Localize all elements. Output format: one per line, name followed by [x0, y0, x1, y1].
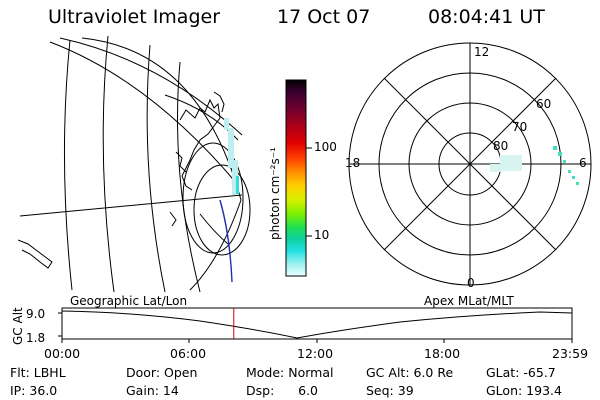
x-tick-1200: 12:00	[297, 346, 334, 361]
x-tick-0000: 00:00	[44, 346, 81, 361]
coastline	[199, 213, 229, 245]
aurora-emission	[553, 146, 579, 185]
timeline-right-label: Apex MLat/MLT	[424, 294, 514, 308]
coastline	[18, 239, 53, 269]
coastline	[169, 211, 177, 227]
coastline	[179, 98, 221, 191]
x-tick-1800: 18:00	[424, 346, 461, 361]
mlat-label-80: 80	[493, 139, 509, 153]
timeline-y-tick-max: 9.0	[26, 307, 46, 321]
terminator-line	[19, 194, 243, 217]
x-tick-0600: 06:00	[170, 346, 207, 361]
coastline	[213, 91, 225, 113]
dsp-info: Dsp: 6.0	[246, 383, 319, 398]
mlt-label-12: 12	[474, 45, 490, 59]
mlat-label-70: 70	[512, 120, 528, 134]
x-tick-2359: 23:59	[552, 346, 589, 361]
timeline-left-label: Geographic Lat/Lon	[70, 294, 188, 308]
colorbar-tick-10: 10	[314, 228, 330, 242]
altitude-curve	[61, 310, 573, 339]
seq-info: Seq: 39	[366, 383, 414, 398]
colorbar-tick-100: 100	[314, 140, 337, 154]
mlt-label-6: 6	[579, 156, 587, 170]
mlt-label-0: 0	[467, 276, 475, 290]
door-info: Door: Open	[126, 365, 198, 380]
gain-info: Gain: 14	[126, 383, 179, 398]
instrument-title: Ultraviolet Imager	[48, 6, 221, 28]
latitude-line	[49, 41, 239, 186]
aurora-emission	[224, 118, 238, 195]
polar-circle	[193, 164, 251, 256]
meridian-line	[177, 61, 201, 293]
satellite-track	[219, 199, 233, 283]
mlt-label-18: 18	[345, 156, 361, 170]
mlat-label-60: 60	[536, 97, 552, 111]
glat-info: GLat: -65.7	[486, 365, 556, 380]
filter-info: Flt: LBHL	[10, 365, 66, 380]
latitude-line	[59, 37, 243, 136]
meridian-line	[102, 35, 115, 293]
ip-info: IP: 36.0	[10, 383, 58, 398]
glon-info: GLon: 193.4	[486, 383, 562, 398]
coastline	[175, 151, 187, 173]
aurora-emission	[490, 155, 522, 172]
gc-alt-info: GC Alt: 6.0 Re	[366, 365, 454, 380]
meridian-line	[63, 39, 73, 291]
mode-info: Mode: Normal	[246, 365, 334, 380]
time-label: 08:04:41 UT	[428, 6, 545, 28]
timeline-y-tick-min: 1.8	[26, 331, 46, 345]
date-label: 17 Oct 07	[277, 6, 371, 28]
meridian-line	[146, 44, 166, 293]
